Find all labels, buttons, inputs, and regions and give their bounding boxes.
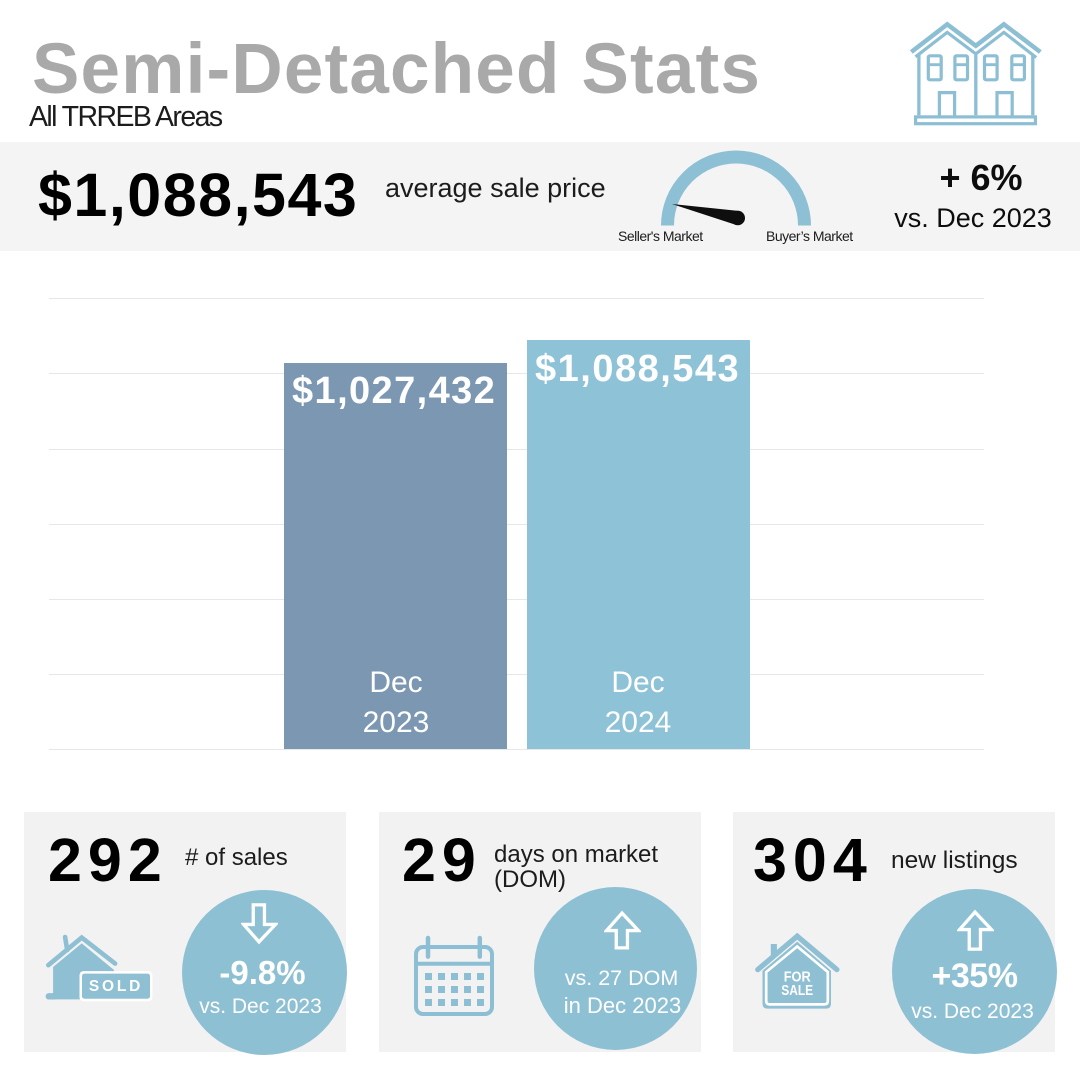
svg-text:FOR: FOR: [784, 970, 811, 986]
svg-text:SOLD: SOLD: [89, 978, 143, 995]
svg-text:SALE: SALE: [781, 983, 813, 999]
